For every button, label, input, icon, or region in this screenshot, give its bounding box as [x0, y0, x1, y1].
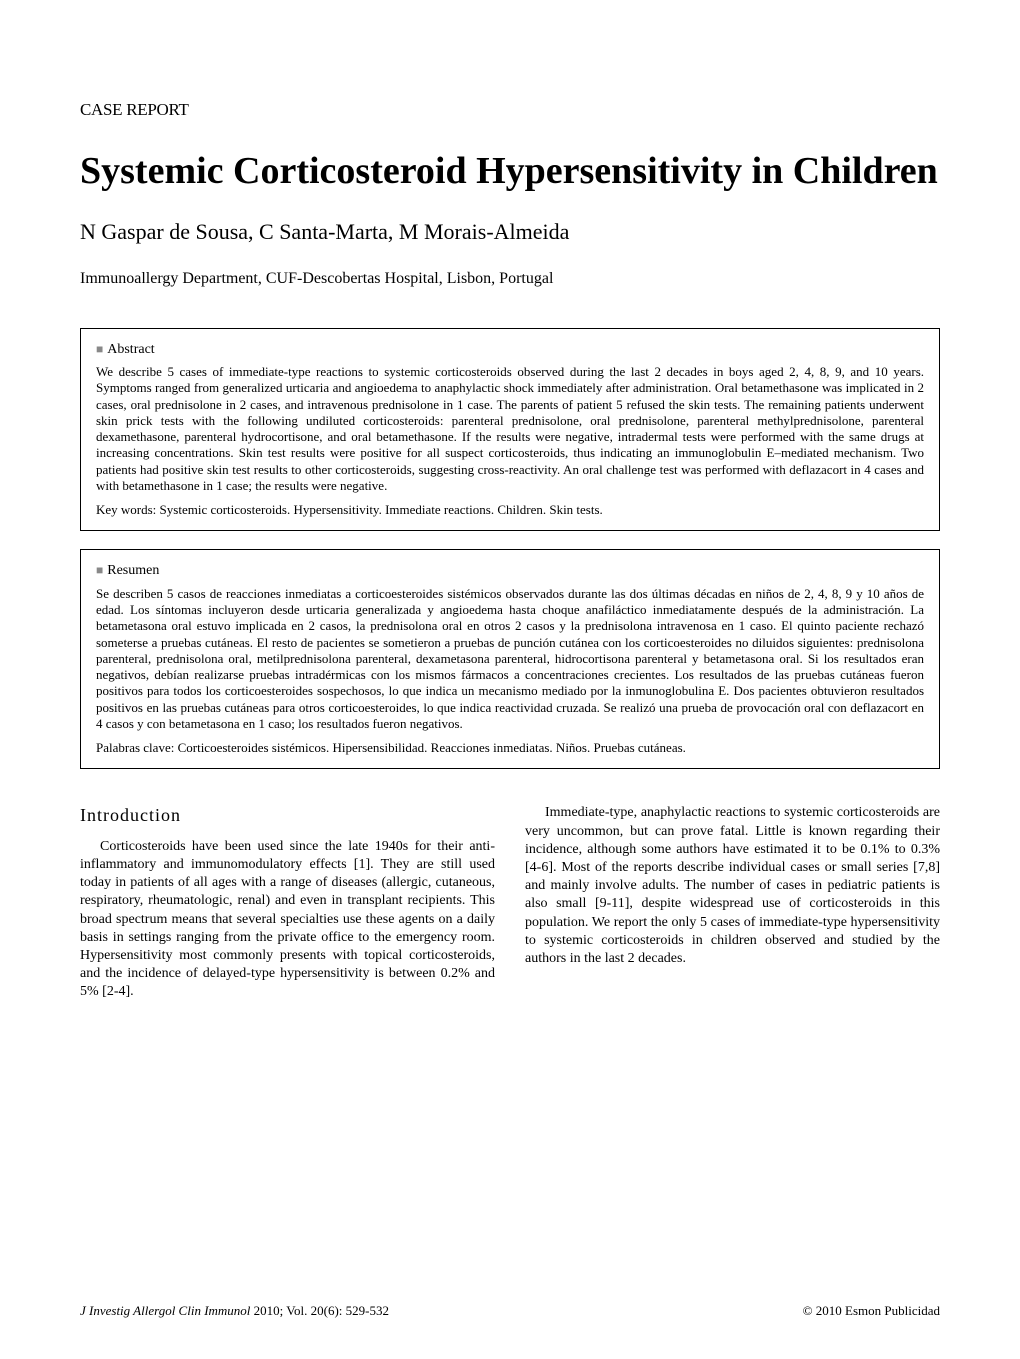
abstract-heading-text: Abstract	[107, 342, 154, 357]
page-footer: J Investig Allergol Clin Immunol 2010; V…	[80, 1303, 940, 1319]
article-title: Systemic Corticosteroid Hypersensitivity…	[80, 150, 940, 194]
keywords-label: Key words:	[96, 502, 156, 517]
article-affiliation: Immunoallergy Department, CUF-Descoberta…	[80, 270, 940, 288]
palabras-clave-label: Palabras clave:	[96, 740, 174, 755]
journal-name: J Investig Allergol Clin Immunol	[80, 1303, 250, 1318]
article-authors: N Gaspar de Sousa, C Santa-Marta, M Mora…	[80, 219, 940, 245]
square-bullet-icon: ■	[96, 563, 103, 577]
resumen-text: Se describen 5 casos de reacciones inmed…	[96, 586, 924, 732]
footer-citation: J Investig Allergol Clin Immunol 2010; V…	[80, 1303, 389, 1319]
resumen-heading-text: Resumen	[107, 563, 159, 578]
abstract-heading: ■ Abstract	[96, 341, 924, 359]
resumen-heading: ■ Resumen	[96, 562, 924, 580]
square-bullet-icon: ■	[96, 342, 103, 356]
palabras-clave-text: Corticoesteroides sistémicos. Hipersensi…	[178, 740, 686, 755]
resumen-keywords: Palabras clave: Corticoesteroides sistém…	[96, 740, 924, 756]
introduction-para-2: Immediate-type, anaphylactic reactions t…	[525, 804, 940, 968]
footer-copyright: © 2010 Esmon Publicidad	[803, 1303, 940, 1319]
abstract-keywords: Key words: Systemic corticosteroids. Hyp…	[96, 502, 924, 518]
case-report-label: CASE REPORT	[80, 100, 940, 120]
abstract-text: We describe 5 cases of immediate-type re…	[96, 364, 924, 494]
introduction-para-1: Corticosteroids have been used since the…	[80, 838, 495, 1002]
keywords-text: Systemic corticosteroids. Hypersensitivi…	[160, 502, 603, 517]
citation-details: 2010; Vol. 20(6): 529-532	[250, 1303, 389, 1318]
abstract-box: ■ Abstract We describe 5 cases of immedia…	[80, 328, 940, 532]
resumen-box: ■ Resumen Se describen 5 casos de reaccio…	[80, 549, 940, 769]
introduction-section: Introduction Corticosteroids have been u…	[80, 804, 940, 1001]
introduction-heading: Introduction	[80, 804, 495, 827]
